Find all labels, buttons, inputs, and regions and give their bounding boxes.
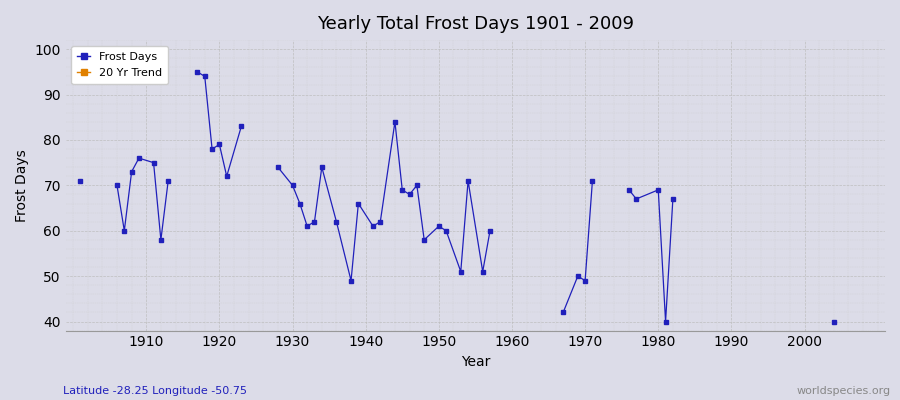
- Title: Yearly Total Frost Days 1901 - 2009: Yearly Total Frost Days 1901 - 2009: [317, 15, 634, 33]
- Text: worldspecies.org: worldspecies.org: [796, 386, 891, 396]
- Legend: Frost Days, 20 Yr Trend: Frost Days, 20 Yr Trend: [71, 46, 167, 84]
- Text: Latitude -28.25 Longitude -50.75: Latitude -28.25 Longitude -50.75: [63, 386, 247, 396]
- Y-axis label: Frost Days: Frost Days: [15, 149, 29, 222]
- X-axis label: Year: Year: [461, 355, 491, 369]
